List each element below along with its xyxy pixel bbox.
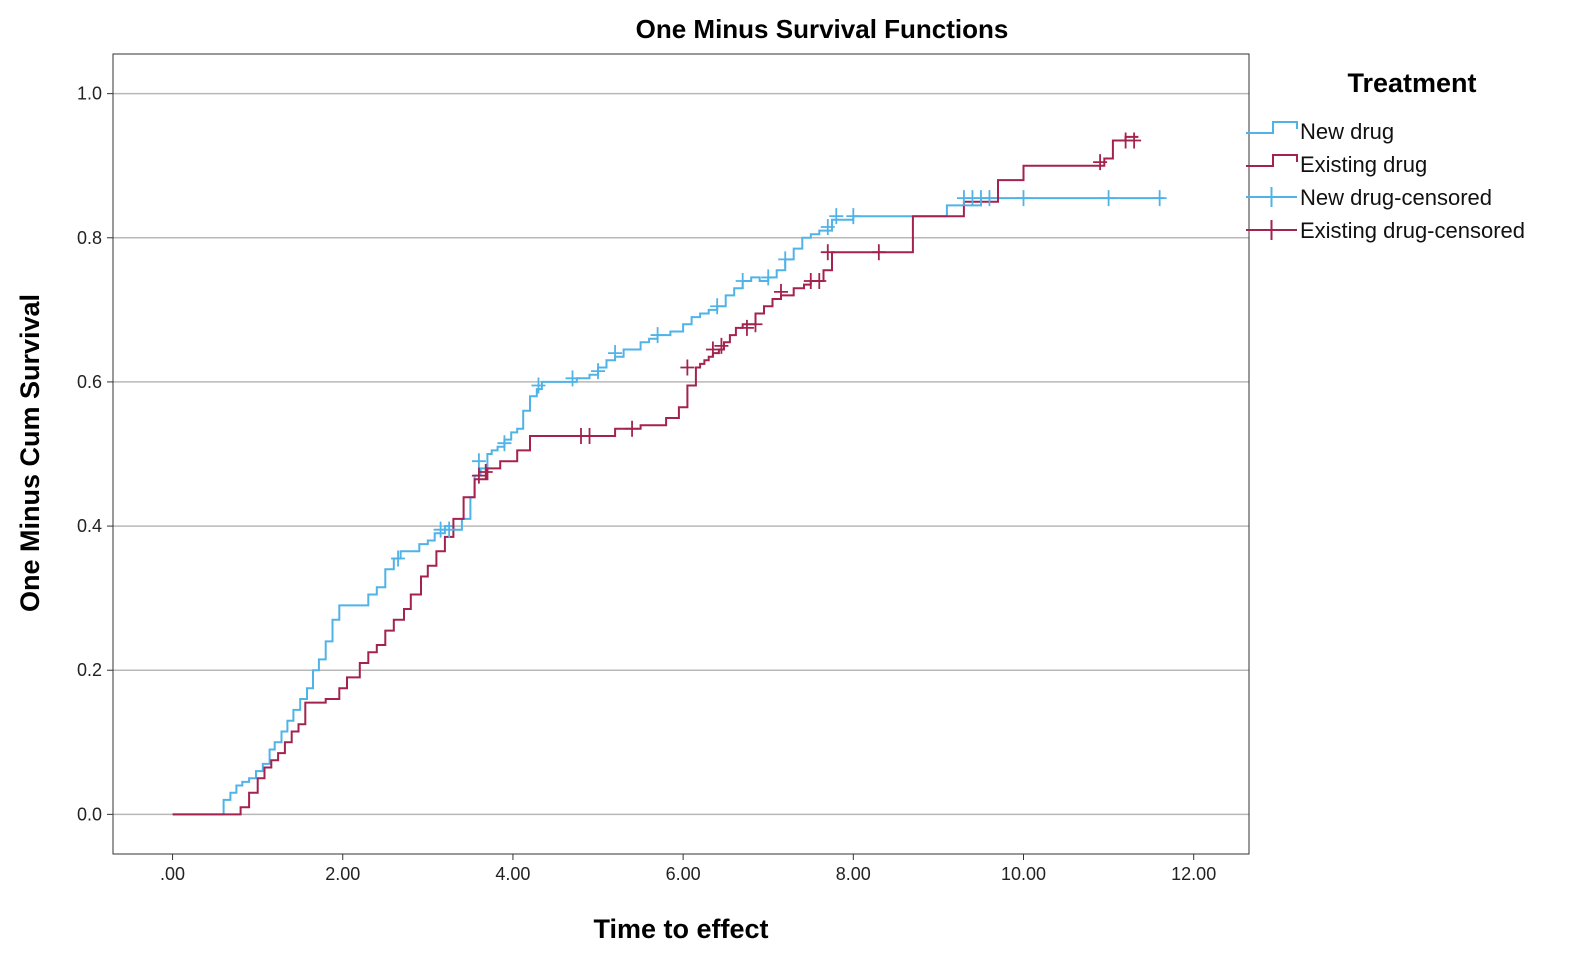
plot-frame xyxy=(112,53,1250,855)
censor-mark-new-drug-censored xyxy=(650,327,665,344)
gridlines xyxy=(113,92,1249,816)
censor-mark-new-drug-censored xyxy=(565,370,580,387)
censor-mark-new-drug-censored xyxy=(846,208,861,225)
censor-mark-new-drug-censored xyxy=(608,345,623,362)
legend-label: New drug-censored xyxy=(1300,185,1492,210)
y-tick-label: 0.6 xyxy=(77,372,102,392)
censor-mark-existing-drug-censored xyxy=(625,420,640,437)
censor-mark-new-drug-censored xyxy=(1101,190,1116,207)
censor-mark-existing-drug-censored xyxy=(714,337,729,354)
chart-title: One Minus Survival Functions xyxy=(636,14,1009,44)
x-tick-label: 10.00 xyxy=(1001,864,1046,884)
y-tick-label: 0.8 xyxy=(77,228,102,248)
censor-mark-new-drug-censored xyxy=(982,190,997,207)
x-tick-label: 2.00 xyxy=(325,864,360,884)
censor-mark-existing-drug-censored xyxy=(705,341,720,358)
x-tick-label: 12.00 xyxy=(1171,864,1216,884)
censor-mark-new-drug-censored xyxy=(497,435,512,452)
y-axis: 0.0 0.2 0.4 0.6 0.8 1.0 xyxy=(77,84,113,824)
y-tick-label: 0.2 xyxy=(77,660,102,680)
censor-marks xyxy=(391,132,1167,567)
legend-label: Existing drug-censored xyxy=(1300,218,1525,243)
censor-mark-new-drug-censored xyxy=(820,218,835,235)
x-axis: .00 2.00 4.00 6.00 8.00 10.00 12.00 xyxy=(160,854,1216,884)
series-line-new-drug xyxy=(172,197,1164,816)
censor-mark-existing-drug-censored xyxy=(820,244,835,261)
y-tick-label: 1.0 xyxy=(77,84,102,104)
y-tick-label: 0.0 xyxy=(77,804,102,824)
legend-entries: New drug Existing drug New drug-censored Ex… xyxy=(1246,119,1525,243)
censor-mark-existing-drug-censored xyxy=(1127,132,1142,149)
censor-mark-new-drug-censored xyxy=(591,363,606,380)
censor-mark-new-drug-censored xyxy=(442,521,457,538)
legend-swatch-step xyxy=(1246,121,1298,134)
censor-mark-existing-drug-censored xyxy=(478,464,493,481)
censor-mark-existing-drug-censored xyxy=(773,283,788,300)
censor-mark-existing-drug-censored xyxy=(471,467,486,484)
censor-mark-new-drug-censored xyxy=(829,208,844,225)
censor-mark-existing-drug-censored xyxy=(680,359,695,376)
censor-mark-new-drug-censored xyxy=(761,269,776,286)
legend-title: Treatment xyxy=(1347,68,1476,98)
x-tick-label: 4.00 xyxy=(495,864,530,884)
censor-mark-new-drug-censored xyxy=(778,251,793,268)
legend-label: Existing drug xyxy=(1300,152,1427,177)
x-tick-label: 8.00 xyxy=(836,864,871,884)
censor-mark-new-drug-censored xyxy=(391,550,406,567)
y-tick-label: 0.4 xyxy=(77,516,102,536)
series-lines xyxy=(172,135,1164,816)
censor-mark-new-drug-censored xyxy=(710,298,725,315)
censor-mark-new-drug-censored xyxy=(471,453,486,470)
censor-mark-new-drug-censored xyxy=(1152,190,1167,207)
censor-mark-new-drug-censored xyxy=(531,377,546,394)
legend-label: New drug xyxy=(1300,119,1394,144)
censor-mark-existing-drug-censored xyxy=(1093,154,1108,171)
x-tick-label: .00 xyxy=(160,864,185,884)
censor-mark-existing-drug-censored xyxy=(582,427,597,444)
censor-mark-existing-drug-censored xyxy=(739,319,754,336)
x-tick-label: 6.00 xyxy=(666,864,701,884)
censor-mark-new-drug-censored xyxy=(1016,190,1031,207)
series-line-existing-drug xyxy=(172,135,1139,816)
censor-mark-existing-drug-censored xyxy=(871,244,886,261)
censor-mark-existing-drug-censored xyxy=(812,273,827,290)
legend-swatch-step xyxy=(1246,154,1298,167)
censor-mark-new-drug-censored xyxy=(735,273,750,290)
legend: Treatment New drug Existing drug New drug-… xyxy=(1246,68,1525,243)
censor-mark-existing-drug-censored xyxy=(748,316,763,333)
x-axis-title: Time to effect xyxy=(593,914,768,944)
y-axis-title: One Minus Cum Survival xyxy=(15,294,45,612)
